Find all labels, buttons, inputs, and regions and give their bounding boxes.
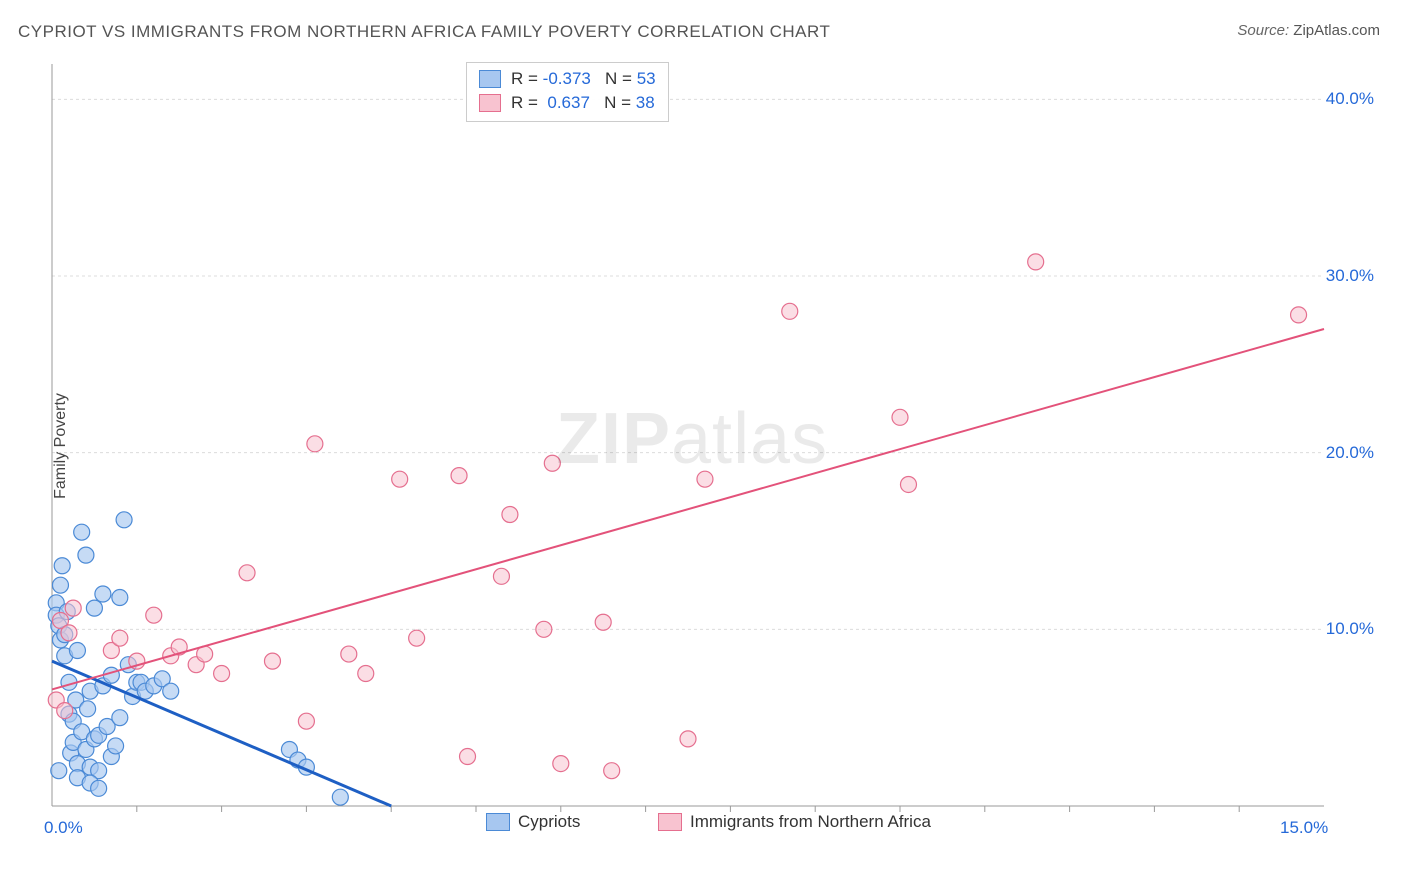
- x-tick-label: 15.0%: [1280, 818, 1328, 838]
- chart-title: CYPRIOT VS IMMIGRANTS FROM NORTHERN AFRI…: [18, 22, 830, 42]
- legend-swatch: [658, 813, 682, 831]
- stats-swatch: [479, 94, 501, 112]
- source-label: Source:: [1237, 22, 1293, 39]
- legend-label: Cypriots: [518, 812, 580, 832]
- legend-label: Immigrants from Northern Africa: [690, 812, 931, 832]
- source-value: ZipAtlas.com: [1293, 22, 1380, 39]
- y-tick-label: 40.0%: [1326, 89, 1374, 109]
- y-tick-label: 10.0%: [1326, 619, 1374, 639]
- scatter-svg: [46, 58, 1378, 836]
- stats-row: R = -0.373 N = 53: [479, 67, 656, 91]
- source-attribution: Source: ZipAtlas.com: [1237, 22, 1380, 39]
- stats-swatch: [479, 70, 501, 88]
- plot-area: ZIPatlas R = -0.373 N = 53R = 0.637 N = …: [46, 58, 1378, 836]
- stats-box: R = -0.373 N = 53R = 0.637 N = 38: [466, 62, 669, 122]
- stats-row: R = 0.637 N = 38: [479, 91, 656, 115]
- y-tick-label: 30.0%: [1326, 266, 1374, 286]
- legend-swatch: [486, 813, 510, 831]
- legend-item: Immigrants from Northern Africa: [658, 812, 931, 832]
- legend-item: Cypriots: [486, 812, 580, 832]
- x-tick-label: 0.0%: [44, 818, 83, 838]
- y-tick-label: 20.0%: [1326, 443, 1374, 463]
